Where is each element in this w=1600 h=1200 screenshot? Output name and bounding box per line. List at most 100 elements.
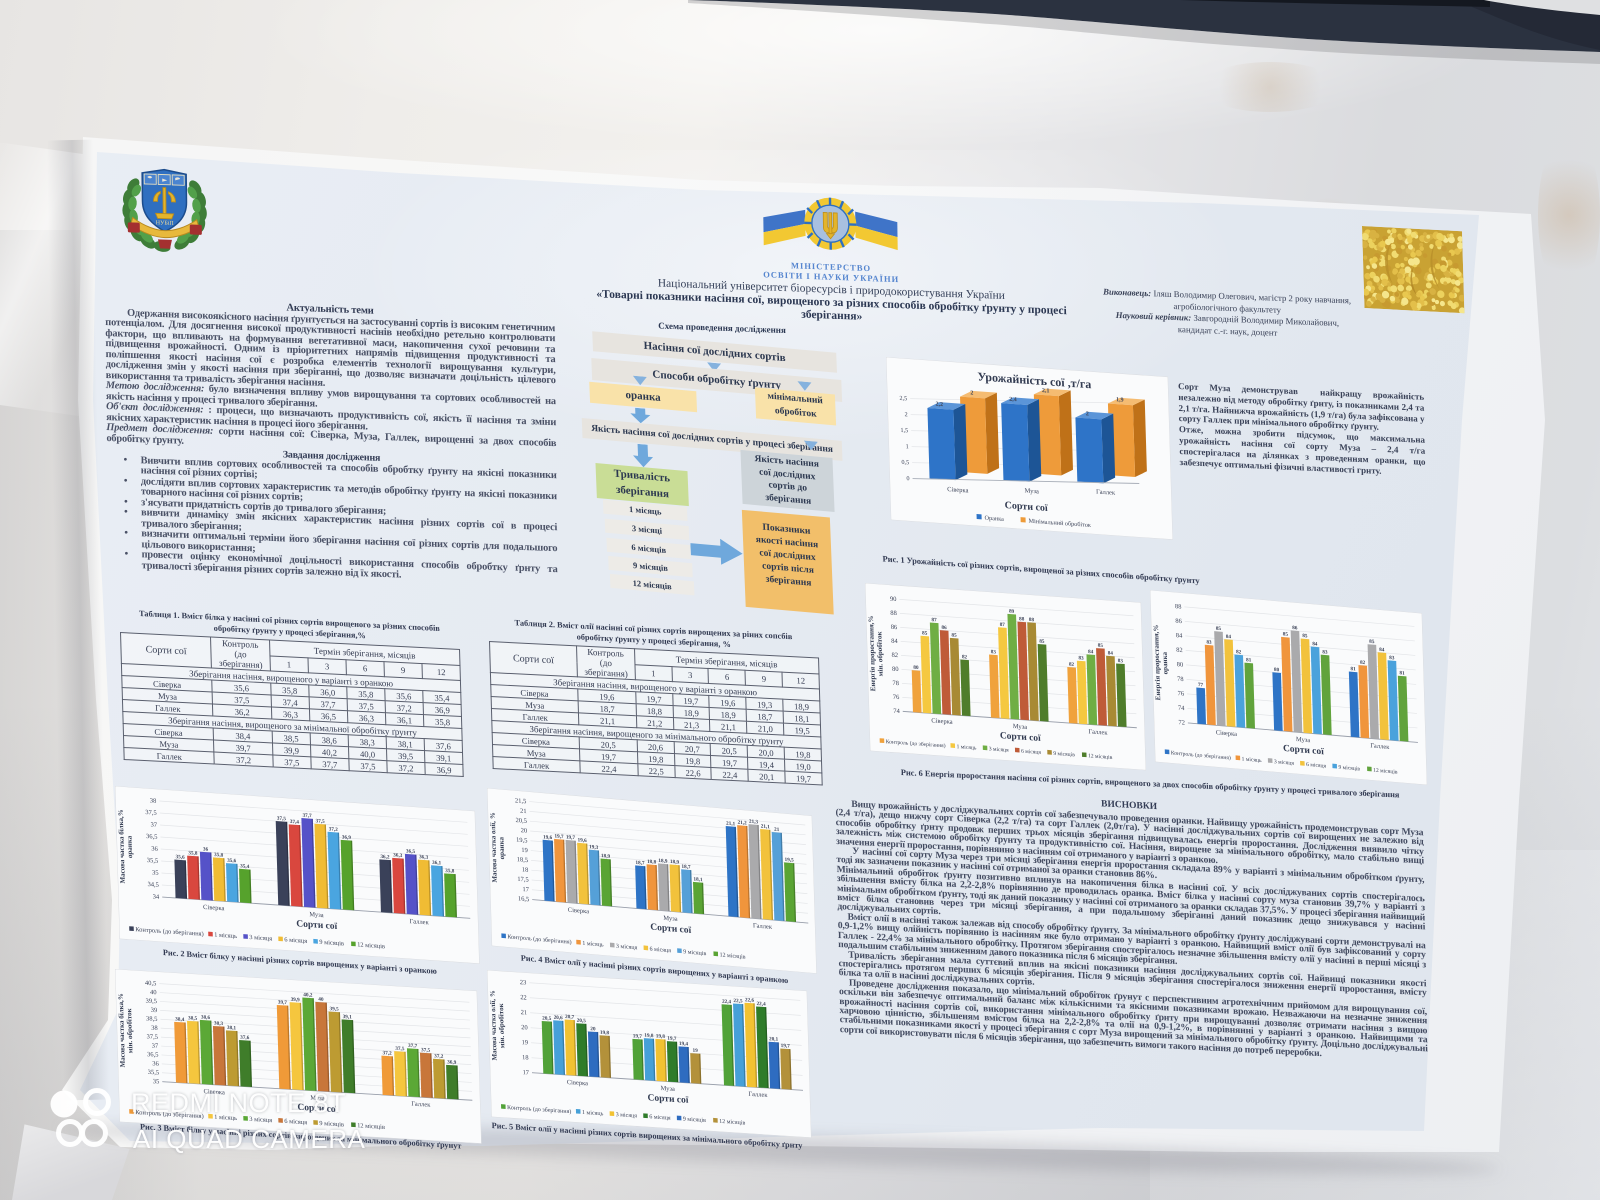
svg-text:19: 19 bbox=[522, 1039, 529, 1046]
svg-text:19,6: 19,6 bbox=[543, 834, 553, 841]
svg-text:20,5: 20,5 bbox=[577, 1018, 587, 1025]
svg-text:Сорти сої: Сорти сої bbox=[1005, 500, 1049, 514]
svg-text:19,8: 19,8 bbox=[644, 1033, 654, 1040]
svg-text:1 місяць: 1 місяць bbox=[1242, 756, 1263, 764]
svg-text:37: 37 bbox=[150, 821, 157, 828]
svg-text:21,1: 21,1 bbox=[761, 824, 771, 831]
svg-text:22,4: 22,4 bbox=[722, 999, 732, 1006]
svg-text:35,8: 35,8 bbox=[214, 852, 224, 859]
svg-text:37,5: 37,5 bbox=[147, 1033, 159, 1041]
svg-text:6 місяця: 6 місяця bbox=[1021, 749, 1041, 756]
svg-text:Сорти сої: Сорти сої bbox=[1000, 731, 1041, 744]
svg-text:35,8: 35,8 bbox=[445, 868, 455, 875]
svg-text:37,2: 37,2 bbox=[434, 1053, 444, 1060]
svg-text:Енергія проростання,%: Енергія проростання,% bbox=[1152, 624, 1162, 700]
svg-text:37: 37 bbox=[152, 1042, 159, 1049]
svg-text:1: 1 bbox=[905, 443, 908, 450]
svg-text:81: 81 bbox=[1246, 657, 1252, 663]
svg-text:85: 85 bbox=[951, 632, 957, 638]
svg-text:37,5: 37,5 bbox=[277, 816, 287, 823]
svg-text:84: 84 bbox=[1379, 647, 1385, 653]
svg-text:36,3: 36,3 bbox=[393, 852, 403, 859]
svg-text:Муза: Муза bbox=[310, 1095, 325, 1103]
svg-text:18: 18 bbox=[522, 866, 529, 874]
svg-text:18,7: 18,7 bbox=[681, 864, 691, 871]
svg-text:37,2: 37,2 bbox=[383, 1050, 393, 1057]
svg-text:6 місяця: 6 місяця bbox=[649, 1114, 671, 1121]
svg-text:82: 82 bbox=[1236, 649, 1242, 655]
svg-text:34,5: 34,5 bbox=[147, 881, 159, 889]
svg-text:87: 87 bbox=[931, 617, 937, 623]
svg-text:89: 89 bbox=[1009, 609, 1015, 615]
svg-text:78: 78 bbox=[1177, 676, 1184, 684]
svg-text:35: 35 bbox=[153, 1078, 160, 1085]
svg-text:74: 74 bbox=[1178, 705, 1185, 713]
svg-text:86: 86 bbox=[891, 624, 898, 631]
svg-text:2,4: 2,4 bbox=[1009, 397, 1017, 404]
svg-text:оранка: оранка bbox=[497, 836, 506, 859]
svg-text:Мінімальний обробіток: Мінімальний обробіток bbox=[1029, 518, 1092, 529]
svg-text:80: 80 bbox=[913, 665, 919, 671]
svg-text:36: 36 bbox=[151, 845, 158, 852]
svg-text:36,9: 36,9 bbox=[342, 834, 352, 841]
svg-text:19,7: 19,7 bbox=[781, 1043, 791, 1050]
svg-text:85: 85 bbox=[1369, 639, 1375, 645]
svg-text:20: 20 bbox=[521, 827, 528, 835]
svg-text:35,8: 35,8 bbox=[188, 850, 198, 857]
svg-text:18,9: 18,9 bbox=[658, 858, 668, 865]
svg-text:84: 84 bbox=[1176, 632, 1183, 640]
svg-text:18,8: 18,8 bbox=[647, 859, 657, 866]
svg-text:83: 83 bbox=[1206, 639, 1212, 645]
svg-text:1 місяць: 1 місяць bbox=[214, 1114, 237, 1122]
svg-text:22,4: 22,4 bbox=[756, 1001, 766, 1008]
svg-text:6 місяця: 6 місяця bbox=[1306, 762, 1327, 770]
svg-text:2,1: 2,1 bbox=[1042, 388, 1050, 395]
svg-text:Сіверка: Сіверка bbox=[568, 907, 590, 916]
svg-text:74: 74 bbox=[893, 708, 900, 715]
svg-text:21,1: 21,1 bbox=[726, 821, 736, 828]
svg-text:9 місяців: 9 місяців bbox=[683, 949, 706, 957]
svg-text:83: 83 bbox=[1322, 649, 1328, 655]
svg-text:2: 2 bbox=[970, 390, 973, 396]
svg-text:Муза: Муза bbox=[660, 1085, 675, 1093]
svg-text:19: 19 bbox=[693, 1048, 699, 1054]
svg-text:36,1: 36,1 bbox=[432, 860, 442, 867]
svg-text:9 місяців: 9 місяців bbox=[319, 1120, 344, 1128]
svg-text:82: 82 bbox=[962, 654, 968, 660]
svg-text:Контроль (до зберігання): Контроль (до зберігання) bbox=[135, 1109, 204, 1120]
svg-text:37,4: 37,4 bbox=[290, 819, 300, 826]
svg-text:22,6: 22,6 bbox=[745, 997, 755, 1004]
svg-text:Сіверка: Сіверка bbox=[203, 1088, 225, 1096]
svg-text:80: 80 bbox=[892, 666, 899, 673]
svg-text:37,5: 37,5 bbox=[421, 1047, 431, 1054]
svg-text:9 місяців: 9 місяців bbox=[1338, 765, 1360, 773]
svg-text:83: 83 bbox=[1389, 655, 1395, 661]
svg-text:83: 83 bbox=[1118, 658, 1124, 664]
svg-text:84: 84 bbox=[1088, 649, 1094, 655]
svg-text:40,5: 40,5 bbox=[145, 980, 157, 988]
svg-text:19,7: 19,7 bbox=[633, 1033, 643, 1040]
svg-text:6 місяця: 6 місяця bbox=[284, 936, 307, 945]
svg-text:12 місяців: 12 місяців bbox=[357, 1122, 385, 1131]
svg-text:3 місяця: 3 місяця bbox=[989, 746, 1009, 753]
svg-text:35,4: 35,4 bbox=[240, 863, 250, 870]
svg-text:1,9: 1,9 bbox=[1116, 397, 1124, 404]
svg-text:3 місяця: 3 місяця bbox=[616, 1112, 638, 1119]
svg-text:37,7: 37,7 bbox=[408, 1043, 418, 1050]
svg-text:83: 83 bbox=[991, 649, 997, 655]
svg-text:36,2: 36,2 bbox=[380, 854, 390, 861]
svg-text:20,5: 20,5 bbox=[542, 1016, 552, 1023]
svg-text:39,9: 39,9 bbox=[291, 997, 301, 1004]
svg-text:40,2: 40,2 bbox=[303, 992, 313, 999]
svg-text:Сорти сої: Сорти сої bbox=[1283, 744, 1324, 757]
svg-text:88: 88 bbox=[890, 610, 897, 617]
svg-text:мін. обробіток: мін. обробіток bbox=[497, 1002, 506, 1048]
svg-text:21,3: 21,3 bbox=[749, 819, 759, 826]
svg-text:36,3: 36,3 bbox=[419, 854, 429, 861]
svg-text:37,5: 37,5 bbox=[316, 818, 326, 825]
svg-text:12 місяців: 12 місяців bbox=[357, 941, 385, 950]
svg-text:2,2: 2,2 bbox=[935, 402, 943, 409]
svg-text:38,3: 38,3 bbox=[214, 1021, 224, 1028]
svg-text:3 місяця: 3 місяця bbox=[249, 1116, 272, 1124]
svg-text:86: 86 bbox=[941, 625, 947, 631]
